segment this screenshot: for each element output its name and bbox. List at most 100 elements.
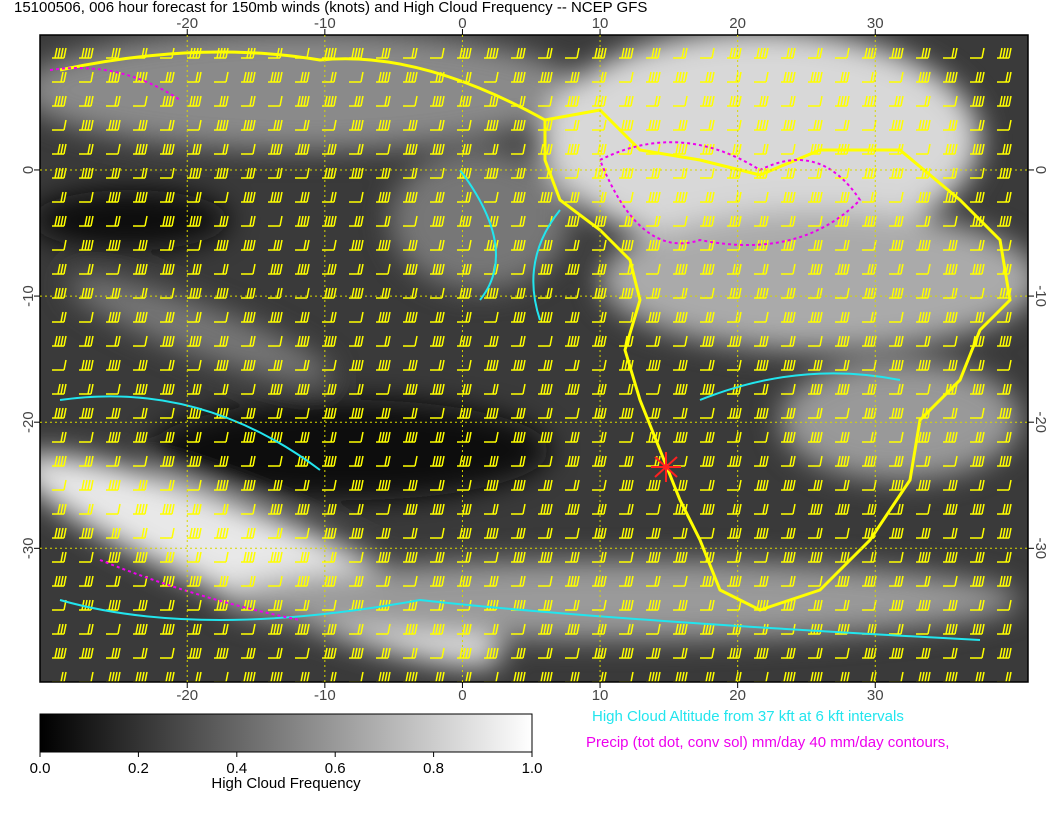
wind-barb: [565, 359, 580, 371]
wind-barb: [916, 95, 931, 107]
wind-barb: [457, 143, 472, 155]
wind-barb: [106, 47, 121, 59]
wind-barb: [754, 311, 769, 323]
wind-barb: [781, 407, 796, 419]
wind-barb: [943, 407, 958, 419]
wind-barb: [79, 95, 94, 107]
wind-barb: [781, 119, 796, 131]
wind-barb: [565, 47, 580, 59]
wind-barb: [889, 215, 904, 227]
map-title: 15100506, 006 hour forecast for 150mb wi…: [14, 0, 647, 16]
wind-barb: [889, 671, 904, 682]
wind-barb: [619, 575, 634, 587]
wind-barb: [268, 383, 283, 395]
y-tick-label: -10: [20, 285, 37, 307]
wind-barb: [430, 47, 445, 59]
wind-barb: [889, 191, 904, 203]
wind-barb: [970, 287, 985, 299]
wind-barb: [835, 191, 850, 203]
wind-barb: [673, 119, 688, 131]
wind-barb: [349, 431, 364, 443]
wind-barb: [511, 431, 526, 443]
wind-barb: [835, 335, 850, 347]
wind-barb: [781, 215, 796, 227]
wind-barb: [754, 287, 769, 299]
wind-barb: [646, 407, 661, 419]
wind-barb: [619, 479, 634, 491]
wind-barb: [241, 383, 256, 395]
wind-barb: [214, 623, 229, 635]
wind-barb: [484, 191, 499, 203]
wind-barb: [322, 263, 337, 275]
wind-barb: [538, 599, 553, 611]
wind-barb: [997, 215, 1012, 227]
wind-barb: [403, 383, 418, 395]
wind-barb: [592, 527, 607, 539]
wind-barb: [106, 167, 121, 179]
wind-barb: [592, 215, 607, 227]
wind-barb: [376, 239, 391, 251]
wind-barb: [916, 599, 931, 611]
wind-barb: [943, 551, 958, 563]
wind-barb: [241, 575, 256, 587]
wind-barb: [619, 47, 634, 59]
wind-barb: [430, 143, 445, 155]
wind-barb: [376, 311, 391, 323]
wind-barb: [970, 479, 985, 491]
wind-barb: [187, 671, 202, 682]
wind-barb: [916, 263, 931, 275]
wind-barb: [349, 407, 364, 419]
wind-barb: [484, 623, 499, 635]
wind-barb: [673, 407, 688, 419]
wind-barb: [349, 311, 364, 323]
wind-barb: [970, 503, 985, 515]
wind-barb: [646, 119, 661, 131]
wind-barb: [79, 143, 94, 155]
cloud-field: [40, 35, 1028, 666]
wind-barb: [241, 647, 256, 659]
wind-barb: [52, 143, 67, 155]
wind-barb: [376, 455, 391, 467]
wind-barb: [565, 215, 580, 227]
colorbar-tick-label: 0.2: [128, 760, 149, 777]
wind-barb: [430, 119, 445, 131]
wind-barb: [700, 623, 715, 635]
wind-barb: [646, 551, 661, 563]
wind-barb: [52, 479, 67, 491]
wind-barb: [376, 575, 391, 587]
wind-barb: [349, 455, 364, 467]
wind-barb: [835, 671, 850, 682]
wind-barb: [592, 575, 607, 587]
wind-barb: [52, 119, 67, 131]
wind-barb: [295, 287, 310, 299]
wind-barb: [943, 479, 958, 491]
wind-barb: [457, 623, 472, 635]
wind-barb: [619, 503, 634, 515]
wind-barb: [997, 455, 1012, 467]
wind-barb: [511, 527, 526, 539]
wind-barb: [727, 95, 742, 107]
wind-barb: [106, 575, 121, 587]
wind-barb: [754, 47, 769, 59]
wind-barb: [295, 671, 310, 682]
wind-barb: [997, 647, 1012, 659]
wind-barb: [511, 71, 526, 83]
wind-barb: [52, 263, 67, 275]
wind-barb: [322, 311, 337, 323]
wind-barb: [970, 311, 985, 323]
wind-barb: [349, 551, 364, 563]
wind-barb: [349, 263, 364, 275]
wind-barb: [106, 527, 121, 539]
wind-barb: [754, 95, 769, 107]
wind-barb: [214, 191, 229, 203]
wind-barb: [592, 239, 607, 251]
wind-barb: [511, 671, 526, 682]
wind-barb: [754, 359, 769, 371]
wind-barb: [295, 95, 310, 107]
wind-barb: [457, 215, 472, 227]
wind-barb: [376, 647, 391, 659]
x-tick-label: -10: [314, 15, 336, 32]
wind-barb: [79, 455, 94, 467]
wind-barb: [970, 671, 985, 682]
